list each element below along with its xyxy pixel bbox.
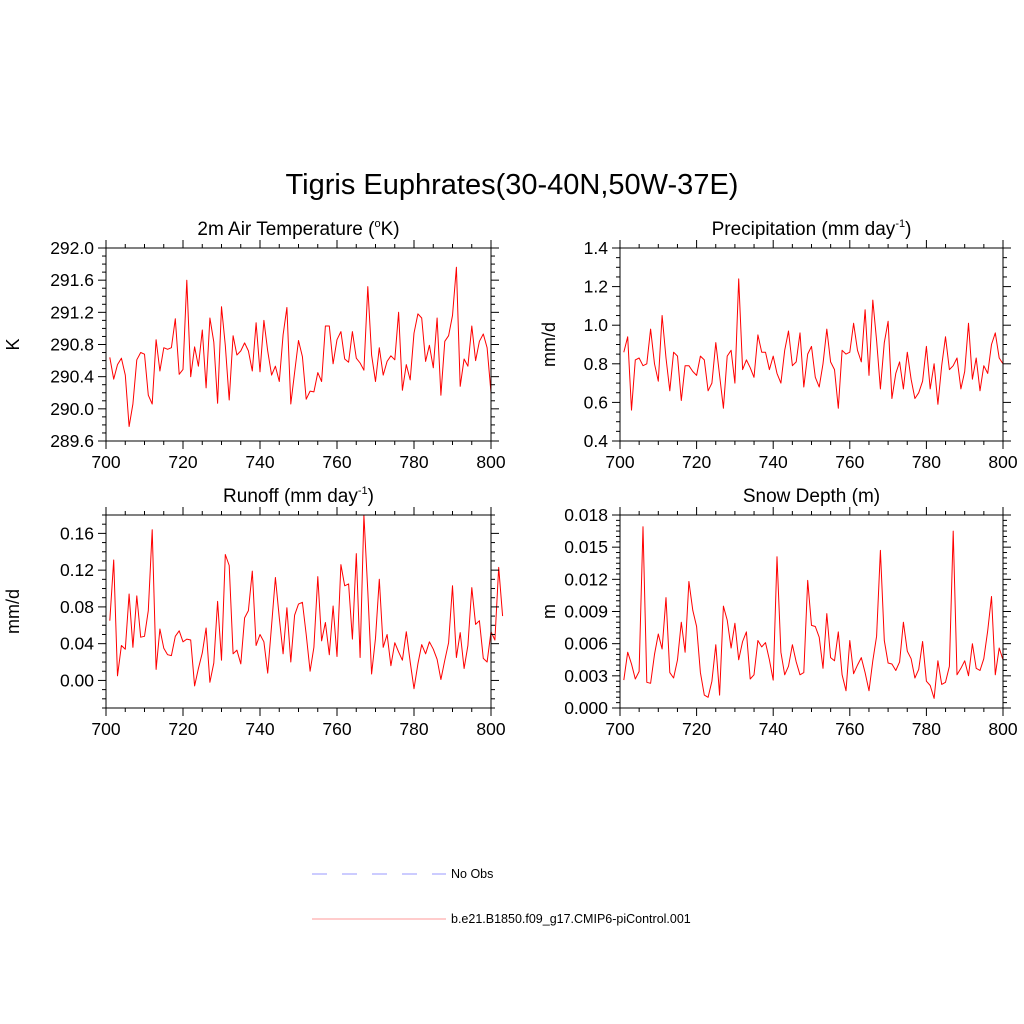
series-line-precip [623,278,1004,411]
x-tick-label: 760 [835,719,864,739]
x-tick-label: 800 [476,719,505,739]
chart-legend: No Obs b.e21.B1850.f09_g17.CMIP6-piContro… [312,867,691,926]
series-line-temp [109,266,492,427]
panel-title: Precipitation (mm day-1) [712,218,912,240]
legend-label: No Obs [451,867,493,881]
y-tick-label: 290.8 [50,335,94,355]
panel-title: Runoff (mm day-1) [223,485,374,507]
x-tick-label: 760 [322,719,351,739]
panel-title: Snow Depth (m) [743,486,880,507]
y-tick-label: 0.006 [564,634,608,654]
y-tick-label: 0.012 [564,569,608,589]
x-tick-label: 740 [759,452,788,472]
y-axis-label: m [539,604,559,619]
y-tick-label: 0.000 [564,698,608,718]
legend-label: b.e21.B1850.f09_g17.CMIP6-piControl.001 [451,912,691,926]
chart-panels: 2m Air Temperature (oK) 700 720 740 760 780 80… [3,218,1018,739]
x-tick-label: 780 [912,719,941,739]
panel-precip: Precipitation (mm day-1) 700 720 740 760 780 8… [539,218,1018,472]
panel-title: 2m Air Temperature (oK) [197,218,399,240]
y-tick-label: 0.009 [564,602,608,622]
x-tick-label: 800 [476,452,505,472]
x-tick-label: 700 [91,452,120,472]
series-line-snow [623,526,1004,699]
y-tick-label: 0.6 [584,392,608,412]
y-tick-label: 290.4 [50,367,94,387]
x-tick-label: 700 [605,452,634,472]
x-tick-label: 720 [682,452,711,472]
y-tick-label: 0.015 [564,537,608,557]
x-tick-label: 720 [168,719,197,739]
y-tick-label: 0.12 [60,560,94,580]
panel-temp: 2m Air Temperature (oK) 700 720 740 760 780 80… [3,218,506,472]
y-tick-label: 0.04 [60,634,94,654]
y-tick-label: 1.2 [584,277,608,297]
series-line-runoff [109,514,504,690]
y-tick-label: 0.00 [60,670,94,690]
x-tick-label: 740 [245,719,274,739]
y-tick-label: 1.4 [584,238,609,258]
y-tick-label: 0.8 [584,354,608,374]
y-tick-label: 292.0 [50,238,94,258]
x-tick-label: 700 [605,719,634,739]
y-tick-label: 289.6 [50,431,94,451]
x-tick-label: 780 [399,719,428,739]
y-tick-label: 0.018 [564,505,608,525]
x-tick-label: 740 [759,719,788,739]
y-tick-label: 0.16 [60,523,94,543]
legend-item: b.e21.B1850.f09_g17.CMIP6-piControl.001 [312,912,691,926]
plot-frame [619,514,1004,709]
y-tick-label: 1.0 [584,315,609,335]
x-tick-label: 800 [988,452,1017,472]
x-tick-label: 760 [322,452,351,472]
y-tick-label: 0.003 [564,666,608,686]
y-tick-label: 290.0 [50,399,94,419]
y-axis-label: K [3,338,23,350]
y-tick-label: 0.08 [60,597,94,617]
x-tick-label: 760 [835,452,864,472]
x-tick-label: 740 [245,452,274,472]
x-tick-label: 720 [682,719,711,739]
y-axis-label: mm/d [3,589,23,634]
y-tick-label: 291.2 [50,302,94,322]
chart-title: Tigris Euphrates(30-40N,50W-37E) [286,169,739,201]
x-tick-label: 800 [988,719,1017,739]
panel-runoff: Runoff (mm day-1) 700 720 740 760 780 800 0.00 0… [3,485,506,739]
y-tick-label: 0.4 [584,431,609,451]
plot-frame [105,514,492,709]
x-tick-label: 780 [399,452,428,472]
panel-snow: Snow Depth (m) 700 720 740 760 780 800 0.000 0.0… [539,486,1018,739]
plot-frame [619,247,1004,442]
x-tick-label: 720 [168,452,197,472]
x-tick-label: 700 [91,719,120,739]
legend-item: No Obs [312,867,493,881]
y-axis-label: mm/d [539,322,559,367]
y-tick-label: 291.6 [50,270,94,290]
x-tick-label: 780 [912,452,941,472]
